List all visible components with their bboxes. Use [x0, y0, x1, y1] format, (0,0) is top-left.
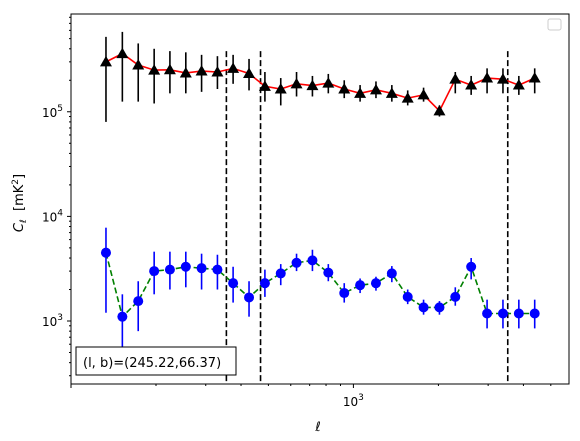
data-point — [402, 291, 413, 302]
data-point — [529, 308, 540, 319]
data-point — [132, 58, 145, 70]
axis-labels: ℓ Cℓ [mK2] — [11, 174, 321, 435]
y-axis-label-unit-exp: 2 — [11, 179, 21, 185]
data-point — [274, 83, 287, 94]
data-point — [512, 79, 525, 90]
plot-area — [99, 31, 541, 384]
data-point — [354, 87, 367, 98]
data-point — [370, 278, 381, 289]
y-axis-label-sub: ℓ — [19, 219, 29, 224]
data-point — [418, 302, 429, 313]
y-axis-label-unit-prefix: [mK — [12, 184, 27, 219]
data-point — [243, 67, 256, 79]
data-point — [417, 88, 430, 100]
data-point — [227, 62, 240, 73]
data-point — [99, 55, 112, 67]
data-point — [133, 296, 144, 307]
series-line — [105, 52, 536, 113]
y-tick-label: 103 — [42, 313, 63, 329]
data-point — [449, 73, 462, 84]
legend-box — [547, 18, 562, 31]
data-point — [258, 80, 271, 91]
data-point — [482, 308, 493, 319]
data-point — [290, 77, 303, 89]
data-point — [100, 247, 111, 258]
x-tick-label: 103 — [343, 393, 364, 409]
data-point — [434, 302, 445, 313]
data-point — [355, 280, 366, 291]
data-point — [481, 72, 494, 83]
data-point — [180, 261, 191, 272]
legend — [547, 18, 562, 31]
tick-base: 10 — [42, 210, 57, 224]
data-point — [433, 104, 446, 116]
data-point — [465, 79, 478, 90]
data-point — [369, 83, 382, 95]
data-point — [195, 65, 208, 76]
plot-frame — [70, 13, 570, 385]
data-point — [117, 311, 128, 322]
annotation-text: (l, b)=(245.22,66.37) — [83, 356, 221, 371]
data-point — [339, 288, 350, 299]
tick-exponent: 5 — [57, 104, 63, 114]
tick-base: 10 — [42, 315, 57, 329]
tick-exponent: 3 — [57, 313, 63, 323]
series-line — [105, 252, 535, 319]
data-point — [291, 257, 302, 268]
data-point — [307, 255, 318, 266]
data-point — [497, 308, 508, 319]
data-point — [466, 261, 477, 272]
data-point — [401, 92, 414, 103]
data-point — [306, 79, 319, 91]
data-point — [116, 47, 129, 59]
tick-base: 10 — [42, 106, 57, 120]
data-point — [228, 278, 239, 289]
tick-base: 10 — [343, 395, 358, 409]
data-point — [196, 263, 207, 274]
data-point — [148, 64, 161, 75]
data-point — [323, 267, 334, 278]
y-axis-label: Cℓ [mK2] — [11, 174, 29, 232]
data-point — [244, 292, 255, 303]
data-point — [496, 73, 509, 84]
data-point — [450, 291, 461, 302]
data-point — [528, 72, 541, 83]
data-point — [338, 83, 351, 94]
data-point — [386, 268, 397, 279]
data-point — [212, 264, 223, 275]
y-axis-label-unit-suffix: ] — [12, 174, 27, 179]
data-point — [211, 65, 224, 77]
x-axis-label: ℓ — [314, 420, 320, 435]
y-tick-label: 104 — [42, 208, 63, 224]
data-point — [259, 278, 270, 289]
tick-exponent: 3 — [358, 393, 364, 403]
data-point — [322, 77, 335, 88]
data-point — [179, 66, 192, 78]
y-axis-label-main: C — [12, 222, 27, 232]
data-point — [513, 308, 524, 319]
data-point — [385, 87, 398, 98]
data-point — [164, 264, 175, 275]
data-point — [163, 63, 176, 75]
y-tick-label: 105 — [42, 104, 63, 120]
annotation-box — [75, 346, 237, 376]
annotation: (l, b)=(245.22,66.37) — [75, 346, 237, 376]
data-point — [149, 266, 160, 277]
tick-exponent: 4 — [57, 208, 63, 218]
data-point — [275, 268, 286, 279]
